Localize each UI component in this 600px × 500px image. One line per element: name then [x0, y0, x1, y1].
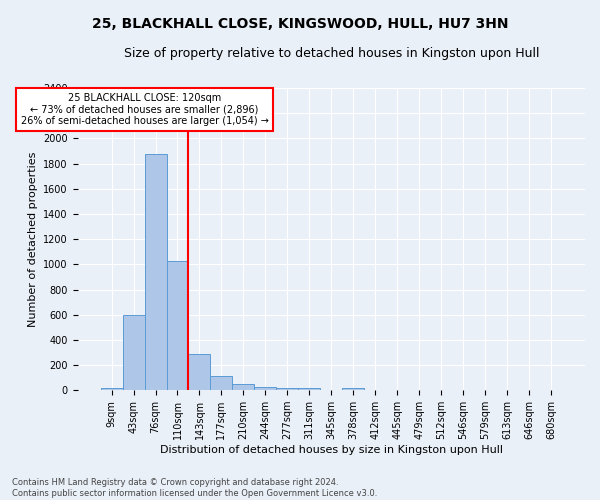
- Bar: [188, 354, 211, 390]
- Bar: [211, 376, 232, 390]
- Bar: [342, 388, 364, 390]
- Text: Contains HM Land Registry data © Crown copyright and database right 2024.
Contai: Contains HM Land Registry data © Crown c…: [12, 478, 377, 498]
- Bar: [167, 260, 188, 390]
- Bar: [277, 388, 298, 390]
- Bar: [101, 388, 122, 390]
- Bar: [122, 314, 145, 390]
- X-axis label: Distribution of detached houses by size in Kingston upon Hull: Distribution of detached houses by size …: [160, 445, 503, 455]
- Text: 25 BLACKHALL CLOSE: 120sqm
← 73% of detached houses are smaller (2,896)
26% of s: 25 BLACKHALL CLOSE: 120sqm ← 73% of deta…: [20, 93, 268, 126]
- Bar: [254, 386, 277, 390]
- Y-axis label: Number of detached properties: Number of detached properties: [28, 152, 38, 327]
- Text: 25, BLACKHALL CLOSE, KINGSWOOD, HULL, HU7 3HN: 25, BLACKHALL CLOSE, KINGSWOOD, HULL, HU…: [92, 18, 508, 32]
- Title: Size of property relative to detached houses in Kingston upon Hull: Size of property relative to detached ho…: [124, 48, 539, 60]
- Bar: [232, 384, 254, 390]
- Bar: [145, 154, 167, 390]
- Bar: [298, 388, 320, 390]
